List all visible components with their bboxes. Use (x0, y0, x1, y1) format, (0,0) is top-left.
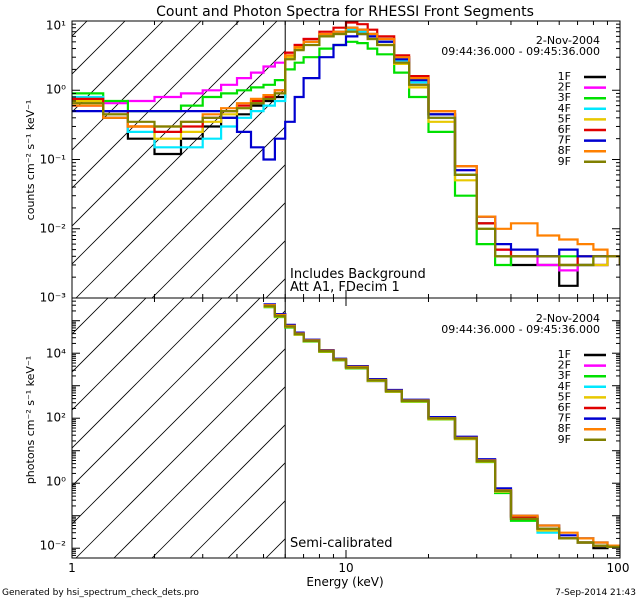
photon-ytick-label: 10² (46, 411, 66, 425)
photon-hatch-line (72, 298, 185, 411)
xtick-label-1: 1 (68, 561, 76, 575)
x-axis-label: Energy (keV) (306, 575, 383, 589)
count-hatch-line (72, 21, 164, 113)
photon-hatch-line (72, 298, 223, 449)
count-series-7F (72, 32, 620, 265)
count-y-tick-labels: 10⁻³ 10⁻² 10⁻¹ 10⁰ 10¹ (40, 19, 67, 305)
count-legend-label-7F: 7F (558, 134, 571, 147)
photon-ytick-label: 10⁰ (46, 475, 66, 489)
photon-legend-label-7F: 7F (558, 412, 571, 425)
photon-date: 2-Nov-2004 (536, 312, 600, 325)
count-hatch-line (113, 126, 286, 298)
count-legend-label-9F: 9F (558, 155, 571, 168)
photon-y-axis-label: photons cm⁻² s⁻¹ keV⁻¹ (24, 356, 37, 484)
count-legend-label-2F: 2F (558, 81, 571, 94)
photon-ytick-label: 10⁻² (40, 539, 67, 553)
photon-series-9F (263, 305, 620, 549)
photon-y-tick-labels: 10⁻² 10⁰ 10² 10⁴ (40, 347, 67, 553)
count-series-1F (72, 26, 620, 287)
photon-hatch-line (72, 310, 286, 525)
photon-legend-label-4F: 4F (558, 380, 571, 393)
count-annotation-attenuator: Att A1, FDecim 1 (290, 280, 400, 295)
count-legend-label-5F: 5F (558, 112, 571, 125)
count-hatch-region (72, 21, 286, 298)
count-ytick-label: 10⁻³ (40, 291, 67, 305)
count-hatch-line (189, 202, 286, 298)
count-ytick-label: 10¹ (46, 19, 66, 33)
photon-series-group (263, 303, 620, 550)
photon-legend-label-1F: 1F (558, 348, 571, 361)
count-ytick-label: 10⁻² (40, 222, 67, 236)
count-legend-label-8F: 8F (558, 144, 571, 157)
count-date: 2-Nov-2004 (536, 34, 600, 47)
count-hatch-line (72, 21, 202, 151)
count-hatch-line (75, 88, 286, 298)
photon-spectra-panel: 10⁻² 10⁰ 10² 10⁴ photons cm⁻² s⁻¹ keV⁻¹ … (24, 297, 621, 559)
photon-legend-label-5F: 5F (558, 390, 571, 403)
count-ticks (71, 20, 621, 299)
count-hatch-line (72, 21, 126, 75)
count-legend-label-1F: 1F (558, 70, 571, 83)
photon-legend-label-3F: 3F (558, 369, 571, 382)
count-y-axis-label: counts cm⁻² s⁻¹ keV⁻¹ (24, 100, 37, 221)
photon-ticks (71, 297, 621, 559)
count-annotation-background: Includes Background (290, 267, 426, 282)
photon-time-range: 09:44:36.000 - 09:45:36.000 (441, 323, 600, 336)
photon-hatch-line (72, 298, 261, 487)
photon-hatch-line (72, 298, 109, 335)
x-tick-labels: 1 10 100 (68, 561, 629, 575)
count-hatch-line (72, 21, 278, 227)
count-series-9F (72, 30, 620, 267)
count-series-group (72, 21, 620, 287)
count-time-range: 09:44:36.000 - 09:45:36.000 (441, 45, 600, 58)
count-hatch-line (72, 50, 286, 265)
photon-annotation-semicalibrated: Semi-calibrated (290, 536, 392, 551)
count-hatch-line (151, 164, 286, 298)
photon-hatch-line (189, 462, 286, 558)
chart-title: Count and Photon Spectra for RHESSI Fron… (156, 4, 534, 20)
xtick-label-100: 100 (607, 561, 630, 575)
count-hatch-line (227, 240, 286, 298)
footer-timestamp: 7-Sep-2014 21:43 (555, 588, 636, 598)
photon-legend-label-8F: 8F (558, 422, 571, 435)
photon-hatch-line (227, 500, 286, 558)
xtick-label-10: 10 (338, 561, 353, 575)
count-spectra-panel: 10⁻³ 10⁻² 10⁻¹ 10⁰ 10¹ counts cm⁻² s⁻¹ k… (24, 19, 621, 305)
photon-ytick-label: 10⁴ (46, 347, 66, 361)
photon-legend-label-9F: 9F (558, 433, 571, 446)
count-ytick-label: 10⁰ (46, 83, 66, 97)
count-hatch-line (72, 21, 240, 189)
photon-hatch-line (75, 348, 286, 558)
photon-hatch-region (72, 298, 286, 558)
photon-legend-label-6F: 6F (558, 401, 571, 414)
photon-hatch-line (72, 298, 147, 373)
count-legend-label-3F: 3F (558, 91, 571, 104)
count-legend-label-6F: 6F (558, 123, 571, 136)
photon-hatch-line (265, 538, 286, 558)
count-ytick-label: 10⁻¹ (40, 153, 67, 167)
photon-hatch-line (113, 386, 286, 558)
count-legend-label-4F: 4F (558, 102, 571, 115)
footer-generated-by: Generated by hsi_spectrum_check_dets.pro (2, 588, 199, 598)
photon-hatch-line (151, 424, 286, 558)
photon-legend-label-2F: 2F (558, 359, 571, 372)
